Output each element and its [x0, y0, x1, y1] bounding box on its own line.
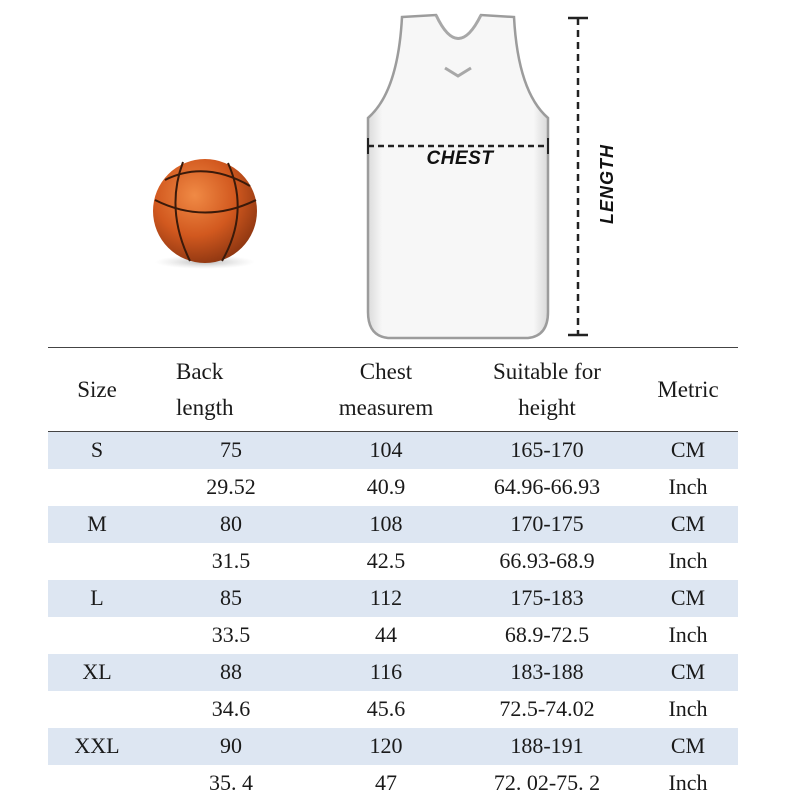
- table-row: 33.5 44 68.9-72.5 Inch: [48, 616, 738, 654]
- table-row: L 85 112 175-183 CM: [48, 579, 738, 617]
- table-row: 29.52 40.9 64.96-66.93 Inch: [48, 468, 738, 506]
- cell-height: 183-188: [456, 653, 638, 691]
- cell-height: 68.9-72.5: [456, 616, 638, 654]
- cell-back-length: 80: [146, 505, 316, 543]
- cell-chest: 112: [316, 579, 456, 617]
- cell-size: [48, 764, 146, 802]
- jersey-icon: [366, 13, 550, 340]
- cell-height: 188-191: [456, 727, 638, 765]
- cell-metric: Inch: [638, 616, 738, 654]
- cell-metric: CM: [638, 505, 738, 543]
- cell-back-length: 35. 4: [146, 764, 316, 802]
- table-row: S 75 104 165-170 CM: [48, 431, 738, 469]
- illustration-svg: [153, 13, 588, 340]
- cell-back-length: 34.6: [146, 690, 316, 728]
- cell-metric: Inch: [638, 468, 738, 506]
- cell-height: 175-183: [456, 579, 638, 617]
- length-measure-line: [568, 16, 588, 337]
- size-chart-table: Size Back length Chest measurem Suitable…: [48, 347, 738, 802]
- chest-label: CHEST: [426, 148, 494, 169]
- cell-height: 66.93-68.9: [456, 542, 638, 580]
- table-row: 31.5 42.5 66.93-68.9 Inch: [48, 542, 738, 580]
- cell-back-length: 88: [146, 653, 316, 691]
- cell-size: [48, 468, 146, 506]
- cell-height: 72. 02-75. 2: [456, 764, 638, 802]
- header-back-length: Back length: [146, 347, 316, 432]
- cell-back-length: 85: [146, 579, 316, 617]
- cell-metric: Inch: [638, 764, 738, 802]
- cell-height: 64.96-66.93: [456, 468, 638, 506]
- cell-height: 170-175: [456, 505, 638, 543]
- cell-size: M: [48, 505, 146, 543]
- cell-chest: 108: [316, 505, 456, 543]
- cell-back-length: 33.5: [146, 616, 316, 654]
- cell-size: [48, 690, 146, 728]
- table-row: 35. 4 47 72. 02-75. 2 Inch: [48, 764, 738, 802]
- cell-metric: Inch: [638, 690, 738, 728]
- cell-back-length: 75: [146, 431, 316, 469]
- table-row: XXL 90 120 188-191 CM: [48, 727, 738, 765]
- product-illustration: CHEST LENGTH: [0, 0, 800, 345]
- cell-size: XXL: [48, 727, 146, 765]
- cell-height: 72.5-74.02: [456, 690, 638, 728]
- cell-size: XL: [48, 653, 146, 691]
- basketball-icon: [153, 159, 257, 269]
- cell-back-length: 29.52: [146, 468, 316, 506]
- header-metric: Metric: [638, 347, 738, 432]
- cell-chest: 120: [316, 727, 456, 765]
- cell-chest: 47: [316, 764, 456, 802]
- cell-metric: CM: [638, 431, 738, 469]
- table-row: M 80 108 170-175 CM: [48, 505, 738, 543]
- cell-chest: 116: [316, 653, 456, 691]
- cell-size: [48, 616, 146, 654]
- cell-metric: CM: [638, 727, 738, 765]
- cell-chest: 40.9: [316, 468, 456, 506]
- cell-back-length: 31.5: [146, 542, 316, 580]
- header-row: Size Back length Chest measurem Suitable…: [48, 347, 738, 432]
- header-suitable-height: Suitable for height: [456, 347, 638, 432]
- cell-size: [48, 542, 146, 580]
- cell-chest: 104: [316, 431, 456, 469]
- table-body: S 75 104 165-170 CM 29.52 40.9 64.96-66.…: [48, 431, 738, 802]
- cell-height: 165-170: [456, 431, 638, 469]
- cell-metric: Inch: [638, 542, 738, 580]
- header-size: Size: [48, 347, 146, 432]
- cell-size: S: [48, 431, 146, 469]
- cell-chest: 45.6: [316, 690, 456, 728]
- header-chest-measurement: Chest measurem: [316, 347, 456, 432]
- cell-chest: 42.5: [316, 542, 456, 580]
- cell-metric: CM: [638, 579, 738, 617]
- length-label: LENGTH: [597, 144, 617, 224]
- cell-size: L: [48, 579, 146, 617]
- table-row: 34.6 45.6 72.5-74.02 Inch: [48, 690, 738, 728]
- cell-back-length: 90: [146, 727, 316, 765]
- cell-metric: CM: [638, 653, 738, 691]
- cell-chest: 44: [316, 616, 456, 654]
- table-row: XL 88 116 183-188 CM: [48, 653, 738, 691]
- table-header: Size Back length Chest measurem Suitable…: [48, 347, 738, 432]
